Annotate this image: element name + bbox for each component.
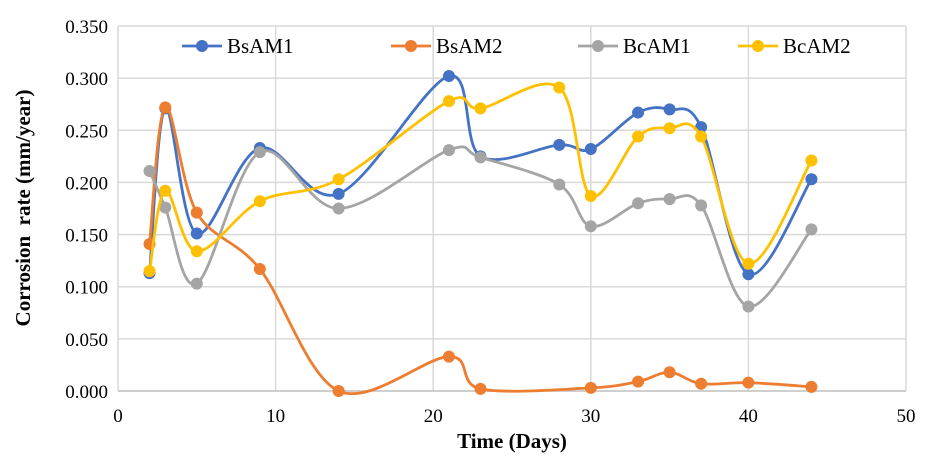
y-tick-label: 0.100 <box>65 278 108 299</box>
data-point <box>632 106 645 119</box>
legend-item-bcam2: BcAM2 <box>738 34 851 58</box>
data-point <box>805 223 818 236</box>
data-point <box>442 350 455 363</box>
legend-label: BsAM1 <box>227 34 294 58</box>
series-bcam1 <box>143 144 818 313</box>
data-point <box>553 81 566 94</box>
y-tick-label: 0.300 <box>65 69 108 90</box>
series-bsam1 <box>143 70 818 281</box>
data-point <box>474 151 487 164</box>
y-tick-label: 0.350 <box>65 17 108 38</box>
data-point <box>742 257 755 270</box>
data-point <box>584 381 597 394</box>
x-tick-label: 20 <box>424 406 443 427</box>
data-point <box>663 366 676 379</box>
data-point <box>474 382 487 395</box>
data-point <box>474 102 487 115</box>
data-point <box>253 262 266 275</box>
legend-label: BcAM2 <box>783 34 851 58</box>
legend-marker <box>592 40 604 52</box>
x-axis-label: Time (Days) <box>457 429 567 453</box>
data-point <box>253 195 266 208</box>
legend-item-bcam1: BcAM1 <box>578 34 691 58</box>
legend-marker <box>196 40 208 52</box>
gridlines <box>118 25 907 391</box>
data-point <box>190 206 203 219</box>
data-point <box>442 95 455 108</box>
data-point <box>632 130 645 143</box>
legend-marker <box>752 40 764 52</box>
data-point <box>143 265 156 278</box>
data-point <box>332 187 345 200</box>
y-tick-label: 0.000 <box>65 382 108 403</box>
data-point <box>695 377 708 390</box>
data-point <box>695 199 708 212</box>
data-point <box>190 245 203 258</box>
series-bsam2 <box>143 101 818 397</box>
y-axis-label: Corrosion rate (mm/year) <box>11 90 35 327</box>
data-point <box>742 268 755 281</box>
data-point <box>742 300 755 313</box>
data-point <box>805 154 818 167</box>
data-point <box>159 184 172 197</box>
data-point <box>742 376 755 389</box>
data-point <box>332 202 345 215</box>
data-point <box>805 380 818 393</box>
data-point <box>663 122 676 135</box>
x-tick-label: 0 <box>113 406 123 427</box>
data-point <box>584 143 597 156</box>
data-point <box>143 164 156 177</box>
data-point <box>442 144 455 157</box>
y-tick-label: 0.050 <box>65 330 108 351</box>
series-layer <box>143 70 818 397</box>
y-tick-label: 0.150 <box>65 226 108 247</box>
legend-item-bsam2: BsAM2 <box>391 34 503 58</box>
y-tick-label: 0.200 <box>65 173 108 194</box>
x-tick-label: 10 <box>266 406 285 427</box>
data-point <box>663 193 676 206</box>
data-point <box>632 375 645 388</box>
legend-item-bsam1: BsAM1 <box>182 34 294 58</box>
legend-marker <box>405 40 417 52</box>
data-point <box>159 201 172 214</box>
data-point <box>332 385 345 397</box>
data-point <box>695 130 708 143</box>
data-point <box>190 277 203 290</box>
data-point <box>253 146 266 159</box>
x-tick-label: 40 <box>739 406 758 427</box>
legend-label: BsAM2 <box>436 34 503 58</box>
data-point <box>632 197 645 210</box>
data-point <box>442 70 455 83</box>
x-tick-label: 50 <box>897 406 916 427</box>
series-line <box>148 105 812 395</box>
series-line <box>148 82 813 272</box>
data-point <box>553 138 566 151</box>
data-point <box>805 173 818 186</box>
legend-label: BcAM1 <box>623 34 691 58</box>
data-point <box>553 178 566 191</box>
data-point <box>584 189 597 202</box>
legend: BsAM1 BsAM2 BcAM1 BcAM2 <box>182 34 851 58</box>
axes: 0.000 0.050 0.100 0.150 0.200 0.250 0.300 0.350… <box>65 17 915 427</box>
data-point <box>663 103 676 116</box>
y-tick-label: 0.250 <box>65 121 108 142</box>
data-point <box>584 220 597 233</box>
data-point <box>190 227 203 240</box>
series-bcam2 <box>143 81 818 278</box>
data-point <box>159 101 172 114</box>
data-point <box>332 173 345 186</box>
x-tick-label: 30 <box>581 406 600 427</box>
